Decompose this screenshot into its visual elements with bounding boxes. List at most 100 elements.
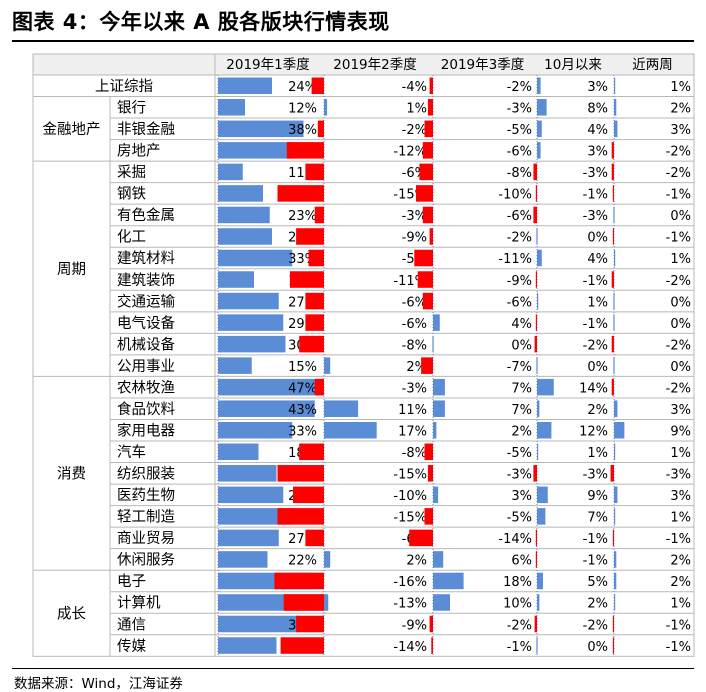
data-bar (537, 378, 554, 396)
data-bar (613, 292, 615, 310)
data-label: -12% (393, 145, 427, 160)
row-label: 银行 (117, 100, 146, 117)
data-bar (535, 314, 537, 331)
data-bar (218, 615, 299, 633)
data-label: -6% (402, 317, 427, 332)
data-bar (277, 465, 324, 482)
data-bar (614, 400, 618, 417)
data-label: -1% (666, 640, 691, 655)
data-bar (537, 99, 547, 116)
data-bar (533, 163, 537, 181)
data-label: 9% (587, 489, 608, 504)
row-label: 食品饮料 (117, 401, 175, 418)
data-label: -2% (507, 618, 532, 633)
data-bar (218, 357, 252, 374)
data-label: -9% (402, 231, 427, 246)
data-bar (535, 551, 537, 568)
data-label: 3% (670, 403, 691, 418)
data-bar (535, 529, 537, 547)
data-label: 1% (670, 80, 691, 95)
data-bar (324, 400, 359, 417)
data-label: -14% (393, 640, 427, 655)
data-label: -8% (402, 338, 427, 353)
data-bar (218, 637, 277, 654)
data-bar (432, 335, 434, 353)
data-label: -1% (583, 188, 608, 203)
row-label: 化工 (117, 229, 146, 246)
data-label: -2% (583, 618, 608, 633)
group-label: 周期 (57, 261, 86, 278)
data-bar (612, 615, 615, 633)
data-bar (324, 421, 377, 439)
row-label: 建筑装饰 (117, 272, 175, 289)
data-bar (537, 594, 540, 611)
row-label: 通信 (117, 616, 146, 633)
data-label: 10% (503, 597, 532, 612)
row-label: 机械设备 (117, 336, 175, 353)
data-label: 7% (511, 403, 532, 418)
data-bar (317, 120, 324, 138)
data-bar (433, 551, 444, 568)
data-bar (614, 99, 617, 116)
source-note: 数据来源：Wind，江海证券 (14, 676, 183, 692)
data-label: -7% (507, 360, 532, 375)
data-bar (429, 77, 433, 95)
data-label: 3% (670, 123, 691, 138)
data-bar (614, 77, 616, 95)
data-bar (218, 421, 293, 439)
data-label: 15% (288, 360, 317, 375)
row-label: 电子 (117, 573, 146, 590)
data-bar (218, 508, 293, 525)
data-bar (429, 228, 433, 245)
data-label: -6% (507, 209, 532, 224)
data-bar (314, 206, 324, 224)
data-label: -1% (507, 640, 532, 655)
data-label: -8% (507, 166, 532, 181)
data-label: -2% (666, 338, 691, 353)
data-bar (324, 99, 328, 116)
data-label: -1% (666, 532, 691, 547)
data-label: 5% (587, 575, 608, 590)
data-label: 1% (670, 252, 691, 267)
data-bar (218, 529, 279, 547)
data-bar (611, 163, 614, 181)
data-bar (218, 271, 254, 288)
data-label: -1% (583, 317, 608, 332)
data-bar (218, 465, 277, 482)
data-bar (218, 486, 284, 504)
data-label: -2% (402, 123, 427, 138)
data-bar (433, 421, 437, 439)
data-label: -1% (666, 188, 691, 203)
data-label: -2% (666, 166, 691, 181)
data-bar (296, 615, 324, 633)
row-label: 公用事业 (117, 358, 175, 375)
data-bar (414, 249, 433, 267)
data-bar (280, 637, 324, 654)
data-label: -3% (402, 381, 427, 396)
data-bar (537, 249, 542, 267)
row-label: 有色金属 (117, 207, 175, 224)
data-bar (218, 77, 272, 95)
data-label: -5% (507, 123, 532, 138)
data-label: 8% (587, 102, 608, 117)
data-bar (433, 594, 450, 611)
data-bar (537, 400, 540, 417)
data-label: 2% (670, 554, 691, 569)
row-label: 农林牧渔 (117, 379, 175, 396)
data-label: 2% (587, 597, 608, 612)
data-bar (324, 551, 331, 568)
data-bar (308, 249, 324, 267)
data-label: -1% (583, 532, 608, 547)
data-label: 47% (288, 381, 317, 396)
data-label: -13% (393, 597, 427, 612)
data-bar (535, 185, 537, 202)
data-label: 14% (579, 381, 608, 396)
data-bar (613, 206, 615, 224)
data-label: 1% (670, 597, 691, 612)
data-bar (417, 271, 433, 288)
row-label: 上证综指 (95, 78, 153, 95)
data-label: 7% (587, 511, 608, 526)
data-bar (433, 486, 439, 504)
row-label: 交通运输 (117, 292, 175, 310)
row-label: 家用电器 (117, 422, 175, 439)
